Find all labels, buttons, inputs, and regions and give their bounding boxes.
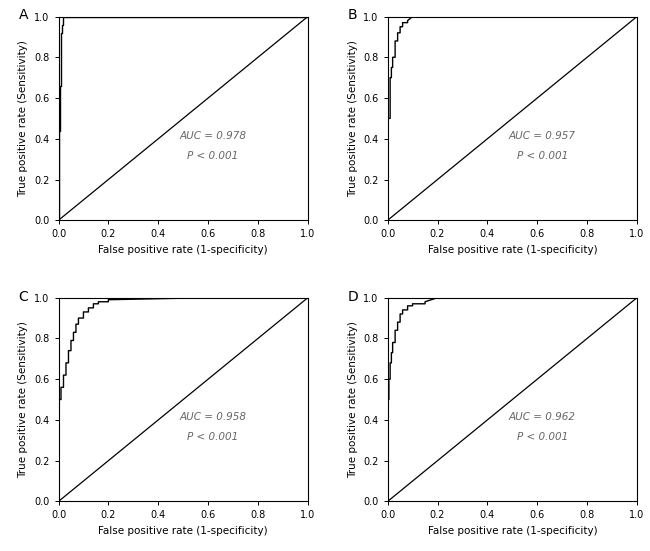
Text: A: A [19,8,28,23]
Text: P < 0.001: P < 0.001 [187,151,239,161]
Y-axis label: True positive rate (Sensitivity): True positive rate (Sensitivity) [19,321,29,478]
Text: AUC = 0.958: AUC = 0.958 [179,412,246,422]
Y-axis label: True positive rate (Sensitivity): True positive rate (Sensitivity) [19,40,29,197]
X-axis label: False positive rate (1-specificity): False positive rate (1-specificity) [428,245,597,255]
Text: C: C [19,289,29,304]
X-axis label: False positive rate (1-specificity): False positive rate (1-specificity) [428,526,597,536]
Y-axis label: True positive rate (Sensitivity): True positive rate (Sensitivity) [348,321,358,478]
Text: AUC = 0.962: AUC = 0.962 [509,412,576,422]
Y-axis label: True positive rate (Sensitivity): True positive rate (Sensitivity) [348,40,358,197]
Text: D: D [348,289,359,304]
Text: P < 0.001: P < 0.001 [517,151,568,161]
Text: AUC = 0.978: AUC = 0.978 [179,131,246,141]
Text: P < 0.001: P < 0.001 [517,432,568,442]
X-axis label: False positive rate (1-specificity): False positive rate (1-specificity) [98,526,268,536]
Text: P < 0.001: P < 0.001 [187,432,239,442]
Text: AUC = 0.957: AUC = 0.957 [509,131,576,141]
Text: B: B [348,8,358,23]
X-axis label: False positive rate (1-specificity): False positive rate (1-specificity) [98,245,268,255]
